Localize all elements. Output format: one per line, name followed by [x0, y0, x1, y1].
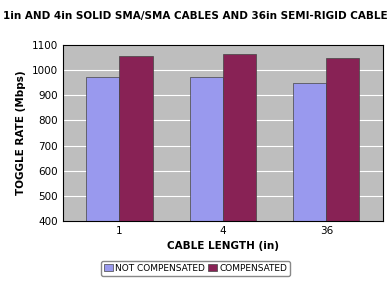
Bar [119, 56, 152, 283]
X-axis label: CABLE LENGTH (in): CABLE LENGTH (in) [167, 241, 279, 251]
Bar [86, 77, 119, 283]
Bar [293, 83, 326, 283]
Y-axis label: TOGGLE RATE (Mbps): TOGGLE RATE (Mbps) [16, 71, 26, 195]
Legend: NOT COMPENSATED, COMPENSATED: NOT COMPENSATED, COMPENSATED [101, 261, 290, 276]
Text: 1in AND 4in SOLID SMA/SMA CABLES AND 36in SEMI-RIGID CABLE: 1in AND 4in SOLID SMA/SMA CABLES AND 36i… [3, 11, 388, 21]
Bar [190, 77, 223, 283]
Bar [326, 58, 359, 283]
Bar [223, 54, 256, 283]
